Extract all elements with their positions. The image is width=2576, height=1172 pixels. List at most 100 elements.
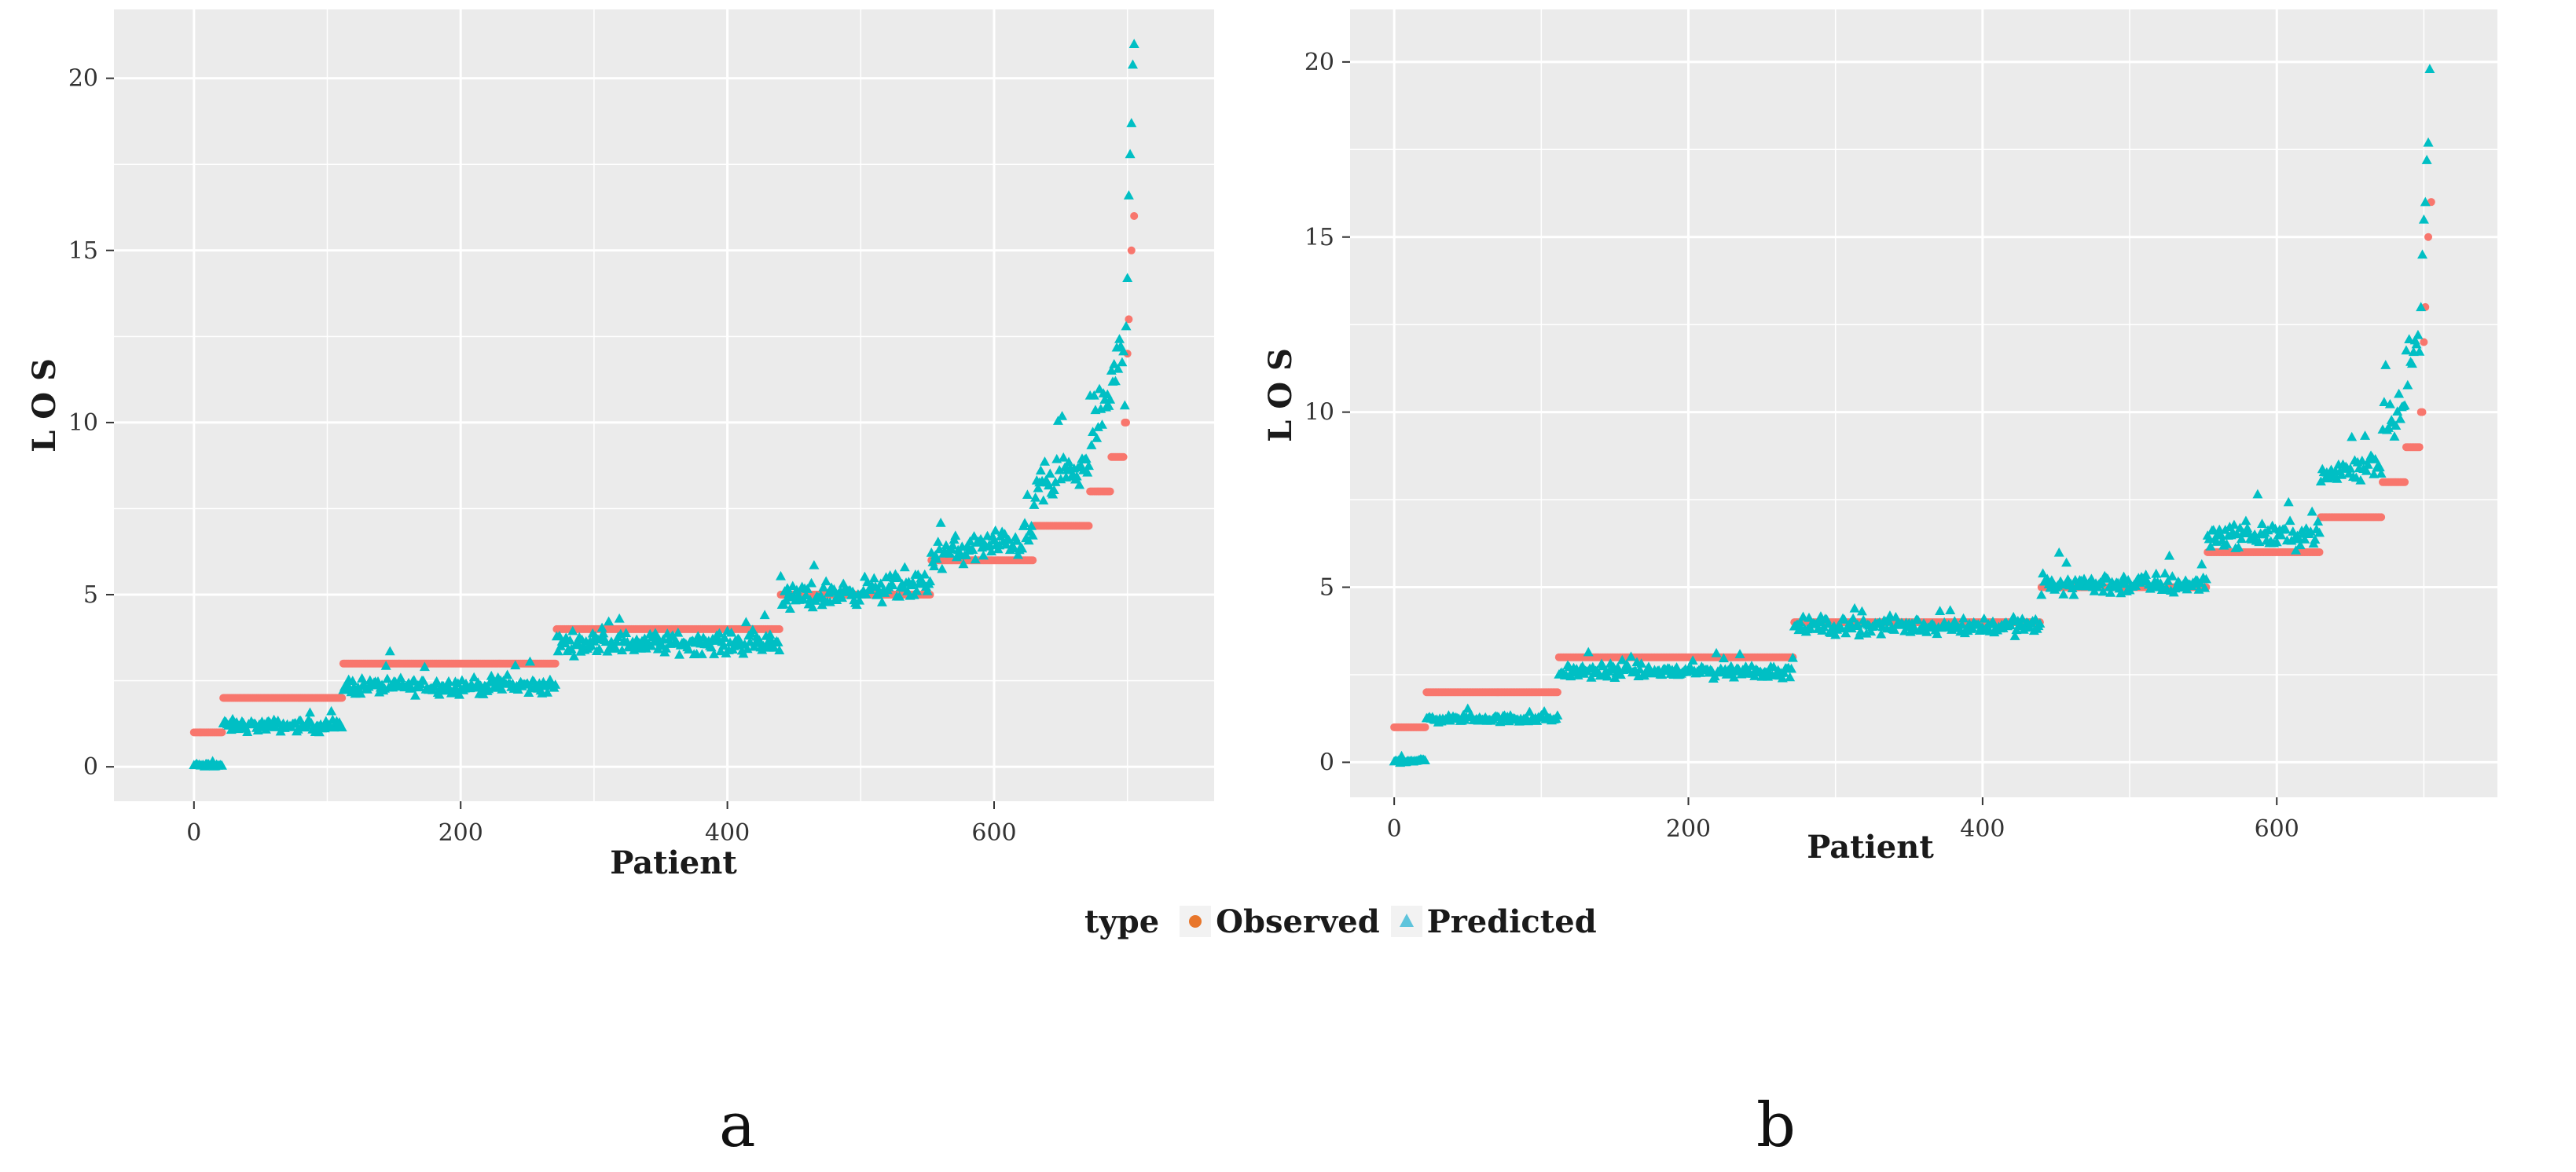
predicted-point	[2053, 547, 2064, 557]
predicted-point	[567, 625, 578, 635]
x-axis-title: Patient	[1807, 829, 1934, 866]
predicted-point	[2276, 529, 2287, 540]
predicted-point	[1092, 422, 1103, 431]
predicted-point	[1798, 611, 1809, 621]
predicted-point	[2038, 568, 2049, 578]
predicted-point	[1945, 605, 1956, 615]
y-tick-label: 0	[83, 753, 98, 781]
observed-point	[1553, 688, 1561, 697]
predicted-point	[2252, 489, 2263, 499]
predicted-point	[937, 563, 948, 573]
predicted-point	[2151, 568, 2162, 578]
predicted-point	[696, 649, 707, 658]
panel-label-b: b	[1756, 1090, 1796, 1161]
predicted-point	[2376, 468, 2387, 478]
predicted-point	[336, 722, 347, 732]
observed-point	[2377, 513, 2386, 522]
predicted-point	[922, 585, 933, 595]
predicted-point	[876, 597, 887, 606]
predicted-point	[2315, 476, 2326, 486]
predicted-point	[2394, 388, 2405, 398]
predicted-point	[1000, 539, 1011, 549]
predicted-point	[384, 646, 395, 656]
predicted-point	[1128, 38, 1139, 49]
predicted-point	[2244, 527, 2255, 537]
predicted-point	[754, 635, 765, 645]
legend-key-observed	[1180, 906, 1212, 937]
legend-key-predicted	[1390, 906, 1422, 937]
predicted-point	[958, 559, 969, 569]
predicted-point	[2291, 545, 2302, 555]
observed-point	[1122, 418, 1130, 427]
predicted-point	[1127, 59, 1138, 69]
predicted-point	[2413, 329, 2424, 339]
predicted-point	[2283, 496, 2294, 507]
predicted-point	[2374, 462, 2385, 471]
predicted-point	[1103, 401, 1114, 410]
predicted-point	[550, 679, 561, 689]
predicted-point	[1125, 148, 1136, 159]
predicted-point	[1113, 363, 1124, 373]
predicted-point	[2164, 550, 2175, 560]
predicted-point	[1013, 549, 1024, 559]
predicted-point	[978, 550, 989, 560]
observed-point	[1029, 556, 1037, 565]
predicted-point	[718, 640, 729, 650]
predicted-point	[2141, 570, 2152, 579]
predicted-point	[2379, 397, 2390, 407]
predicted-point	[2196, 559, 2207, 569]
predicted-point	[1035, 465, 1046, 475]
predicted-point	[347, 676, 358, 685]
x-tick-label: 200	[439, 819, 483, 847]
predicted-point	[1786, 663, 1797, 673]
predicted-point	[1071, 471, 1082, 481]
predicted-point	[1949, 616, 1960, 625]
predicted-point	[1785, 672, 1796, 682]
predicted-point	[894, 591, 905, 601]
predicted-point	[975, 533, 986, 544]
legend: type Observed Predicted	[1084, 894, 1608, 949]
predicted-point	[2200, 573, 2211, 584]
predicted-point	[2061, 557, 2072, 567]
predicted-point	[2369, 469, 2380, 478]
predicted-point	[611, 636, 622, 646]
predicted-point	[1114, 334, 1125, 343]
predicted-point	[929, 561, 940, 570]
predicted-point	[2280, 524, 2291, 534]
predicted-point	[2160, 568, 2171, 578]
observed-point	[2415, 443, 2424, 452]
observed-point	[1106, 487, 1114, 496]
predicted-point	[1054, 464, 1065, 474]
y-tick-label: 20	[68, 65, 98, 93]
predicted-point	[2423, 137, 2434, 147]
predicted-point	[784, 603, 795, 613]
observed-point	[1127, 246, 1136, 255]
predicted-point	[1602, 671, 1613, 681]
predicted-point	[1039, 456, 1050, 466]
legend-title: type	[1084, 903, 1160, 940]
predicted-point	[935, 518, 946, 527]
predicted-point	[409, 675, 420, 684]
predicted-point	[1883, 615, 1894, 625]
observed-point	[1130, 211, 1139, 220]
predicted-point	[2009, 631, 2020, 640]
predicted-point	[2008, 611, 2019, 621]
predicted-point	[468, 672, 479, 682]
predicted-point	[1121, 320, 1132, 331]
predicted-point	[1839, 614, 1850, 624]
predicted-point	[2295, 540, 2306, 550]
x-tick-label: 600	[2255, 815, 2299, 843]
predicted-point	[1734, 649, 1745, 658]
predicted-point	[2240, 515, 2251, 526]
predicted-point	[487, 675, 498, 684]
series-predicted	[1389, 64, 2435, 767]
predicted-point	[1795, 617, 1806, 627]
predicted-point	[941, 540, 952, 550]
predicted-point	[714, 628, 725, 638]
predicted-point	[947, 540, 958, 550]
predicted-point	[2418, 214, 2429, 224]
series-observed	[189, 211, 1139, 737]
predicted-point	[1123, 190, 1134, 200]
predicted-point	[602, 646, 613, 656]
predicted-point	[2416, 302, 2427, 312]
